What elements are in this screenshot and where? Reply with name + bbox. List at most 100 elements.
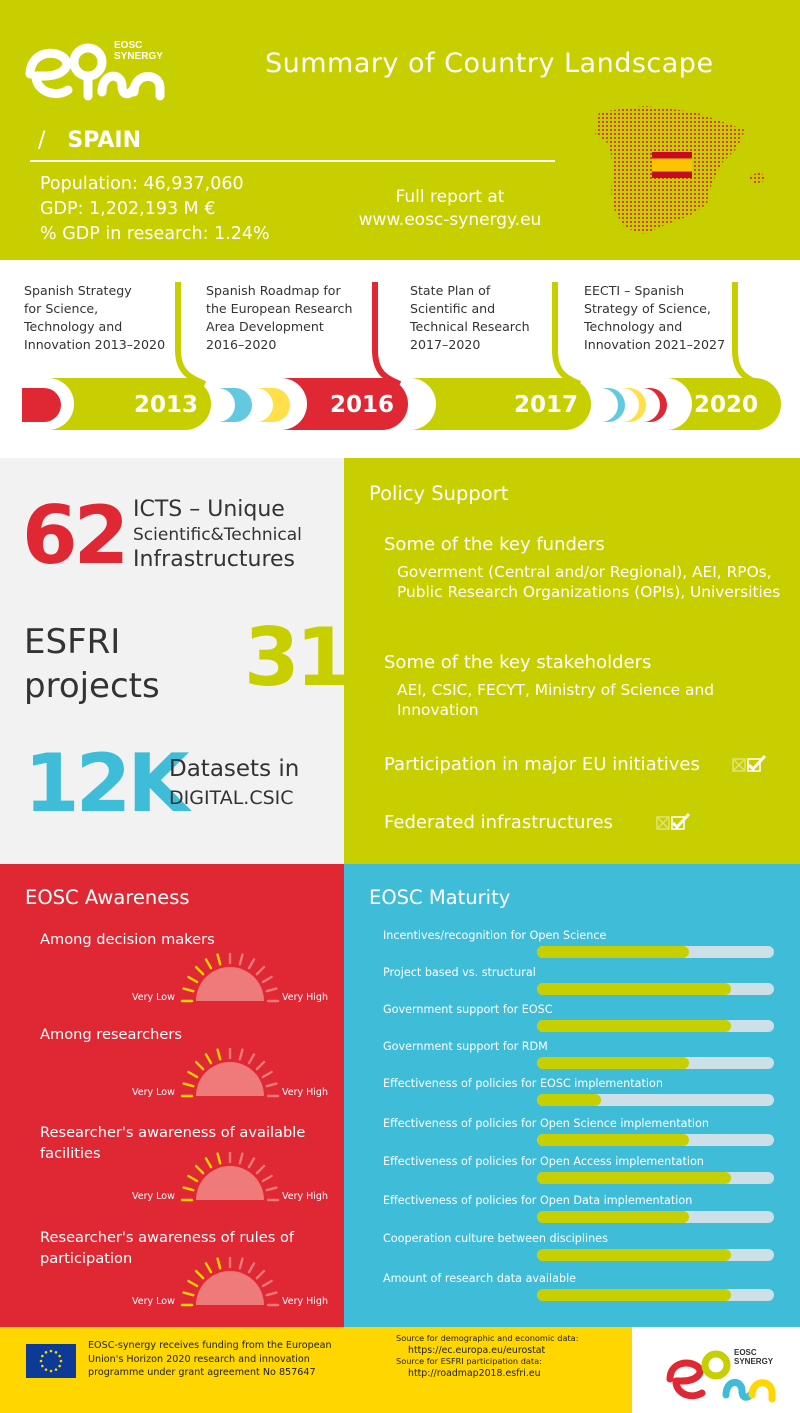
gauge-tick <box>255 1269 266 1280</box>
key-figures: 62 ICTS – Unique Scientific&Technical In… <box>0 458 351 864</box>
gauge-tick <box>194 1164 205 1175</box>
gauge-tick <box>238 1048 244 1061</box>
maturity-bar <box>537 1172 774 1184</box>
checkbox-checked-icon <box>732 754 767 772</box>
gauge-tick <box>247 1262 256 1274</box>
maturity-bar-fill <box>537 1249 732 1261</box>
gauge-tick <box>204 1157 213 1169</box>
gauge-tick <box>265 987 278 993</box>
gauge-tick <box>247 1053 256 1065</box>
brand-line1: EOSC <box>114 40 142 51</box>
gauge-dial <box>196 1166 264 1200</box>
gauge-tick <box>216 1048 222 1061</box>
population: Population: 46,937,060 <box>40 174 244 194</box>
stakeholders-text: AEI, CSIC, FECYT, Ministry of Science an… <box>397 681 715 719</box>
maturity-label: Effectiveness of policies for EOSC imple… <box>383 1077 663 1090</box>
maturity-label: Effectiveness of policies for Open Acces… <box>383 1155 704 1168</box>
checkbox-checked-icon <box>656 812 691 830</box>
gauge-high-label: Very High <box>282 1191 328 1202</box>
gauge-tick <box>261 1174 273 1183</box>
icts-description: ICTS – Unique Scientific&Technical Infra… <box>133 497 302 572</box>
eosc-awareness: EOSC Awareness Among decision makers Ver… <box>0 864 344 1327</box>
awareness-heading: EOSC Awareness <box>25 886 190 909</box>
datasets-number: 12K <box>24 737 189 830</box>
gauge-dial <box>196 1062 264 1096</box>
maturity-bar <box>537 1134 774 1146</box>
gauge-tick <box>247 1157 256 1169</box>
maturity-bar <box>537 1057 774 1069</box>
source2-label: Source for ESFRI participation data: <box>396 1356 542 1366</box>
gauge-low-label: Very Low <box>132 1087 175 1098</box>
maturity-bar-fill <box>537 1057 689 1069</box>
gauge-tick <box>204 958 213 970</box>
federated-infrastructures: Federated infrastructures <box>384 812 613 833</box>
maturity-label: Government support for EOSC <box>383 1003 553 1016</box>
timeline-text-2013: Spanish Strategy for Science, Technology a… <box>24 283 166 352</box>
gdp: GDP: 1,202,193 M € <box>40 199 216 219</box>
funders-text: Goverment (Central and/or Regional), AEI… <box>397 563 781 601</box>
gauge-tick <box>216 1257 222 1270</box>
year-2020: 2020 <box>694 392 759 418</box>
policy-support: Policy Support Some of the key funders G… <box>344 458 800 864</box>
awareness-label: Researcher's awareness of available faci… <box>40 1124 306 1162</box>
footer-logo-area: EOSC SYNERGY <box>632 1327 800 1413</box>
gauge-tick <box>216 953 222 966</box>
maturity-bar <box>537 983 774 995</box>
brand-line2: SYNERGY <box>114 51 163 62</box>
svg-text:SYNERGY: SYNERGY <box>734 1357 774 1366</box>
gauge-dial <box>196 1271 264 1305</box>
gauge-low-label: Very Low <box>132 1296 175 1307</box>
gauge-tick <box>204 1053 213 1065</box>
gauge-tick <box>261 1279 273 1288</box>
maturity-bar <box>537 1211 774 1223</box>
maturity-bar-fill <box>537 1020 732 1032</box>
gauge-tick <box>255 1060 266 1071</box>
gauge-tick <box>247 958 256 970</box>
maturity-bar-fill <box>537 1094 601 1106</box>
maturity-bar <box>537 1289 774 1301</box>
year-2013: 2013 <box>134 392 199 418</box>
maturity-label: Effectiveness of policies for Open Data … <box>383 1194 693 1207</box>
maturity-heading: EOSC Maturity <box>369 886 511 909</box>
header: EOSC SYNERGY Summary of Country Landscap… <box>0 0 800 260</box>
maturity-bar <box>537 946 774 958</box>
gauge-tick <box>238 953 244 966</box>
gauge-tick <box>265 1082 278 1088</box>
gauge-tick <box>194 1269 205 1280</box>
source1-url[interactable]: https://ec.europa.eu/eurostat <box>408 1344 546 1356</box>
eu-flag-icon <box>26 1344 76 1378</box>
timeline: Spanish Strategy for Science, Technology a… <box>0 260 800 458</box>
timeline-text-2020: EECTI – Spanish Strategy of Science, Techn… <box>584 283 726 352</box>
awareness-label: Among decision makers <box>40 931 215 948</box>
timeline-text-2017: State Plan of Scientific and Technical Res… <box>410 283 530 352</box>
eosc-logo-icon: EOSC SYNERGY <box>25 40 165 101</box>
gauge-dial <box>196 967 264 1001</box>
esfri-number: 31 <box>244 611 351 704</box>
gauge-tick <box>255 965 266 976</box>
policy-heading: Policy Support <box>369 482 509 505</box>
country-label: SPAIN <box>67 128 141 153</box>
year-2017: 2017 <box>514 392 579 418</box>
report-link[interactable]: www.eosc-synergy.eu <box>358 210 542 230</box>
maturity-bar-fill <box>537 1211 689 1223</box>
spain-map-icon <box>595 106 767 234</box>
gauge-tick <box>265 1186 278 1192</box>
gauge-tick <box>187 975 199 984</box>
gauge-tick <box>216 1152 222 1165</box>
awareness-label: Among researchers <box>40 1026 182 1043</box>
awareness-gauge: Very Low Very High <box>130 1255 330 1307</box>
gauge-tick <box>187 1174 199 1183</box>
gauge-tick <box>194 1060 205 1071</box>
year-2016: 2016 <box>330 392 395 418</box>
source2-url[interactable]: http://roadmap2018.esfri.eu <box>408 1367 541 1379</box>
footer: EOSC-synergy receives funding from the E… <box>0 1327 800 1413</box>
gauge-tick <box>238 1152 244 1165</box>
gauge-tick <box>187 1070 199 1079</box>
funders-heading: Some of the key funders <box>384 534 605 555</box>
maturity-bar <box>537 1020 774 1032</box>
maturity-label: Project based vs. structural <box>383 966 536 979</box>
gauge-low-label: Very Low <box>132 1191 175 1202</box>
timeline-track <box>22 282 781 430</box>
awareness-gauge: Very Low Very High <box>130 951 330 1003</box>
gauge-tick <box>238 1257 244 1270</box>
